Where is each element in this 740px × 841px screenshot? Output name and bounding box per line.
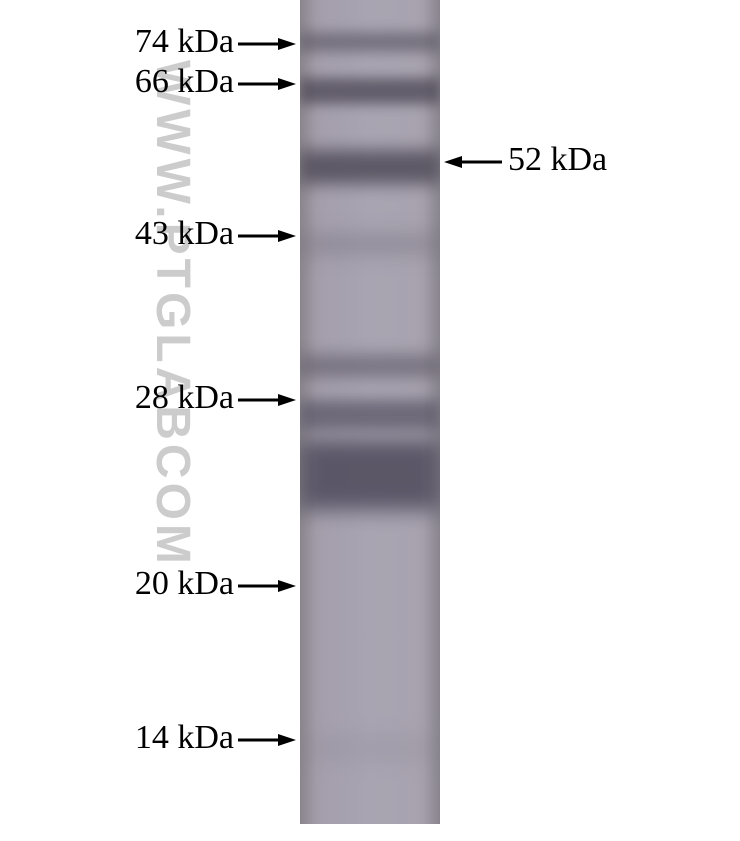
mw-marker-label: 43 kDa: [135, 215, 234, 253]
target-band-label: 52 kDa: [508, 141, 607, 179]
arrow: [226, 72, 308, 96]
arrow: [226, 728, 308, 752]
mw-marker-label: 66 kDa: [135, 63, 234, 101]
mw-marker-label: 74 kDa: [135, 23, 234, 61]
mw-marker-label: 20 kDa: [135, 565, 234, 603]
mw-marker-label: 14 kDa: [135, 719, 234, 757]
watermark-text: WWW.PTGLABCOM: [145, 60, 200, 568]
mw-marker-label: 28 kDa: [135, 379, 234, 417]
arrow: [432, 150, 514, 174]
arrow: [226, 32, 308, 56]
gel-figure: WWW.PTGLABCOM 74 kDa66 kDa 43 kDa 28 kDa 20…: [0, 0, 740, 841]
gel-lane: [300, 0, 440, 824]
arrow: [226, 388, 308, 412]
arrow: [226, 224, 308, 248]
lane-edge-shade: [300, 0, 440, 824]
arrow: [226, 574, 308, 598]
